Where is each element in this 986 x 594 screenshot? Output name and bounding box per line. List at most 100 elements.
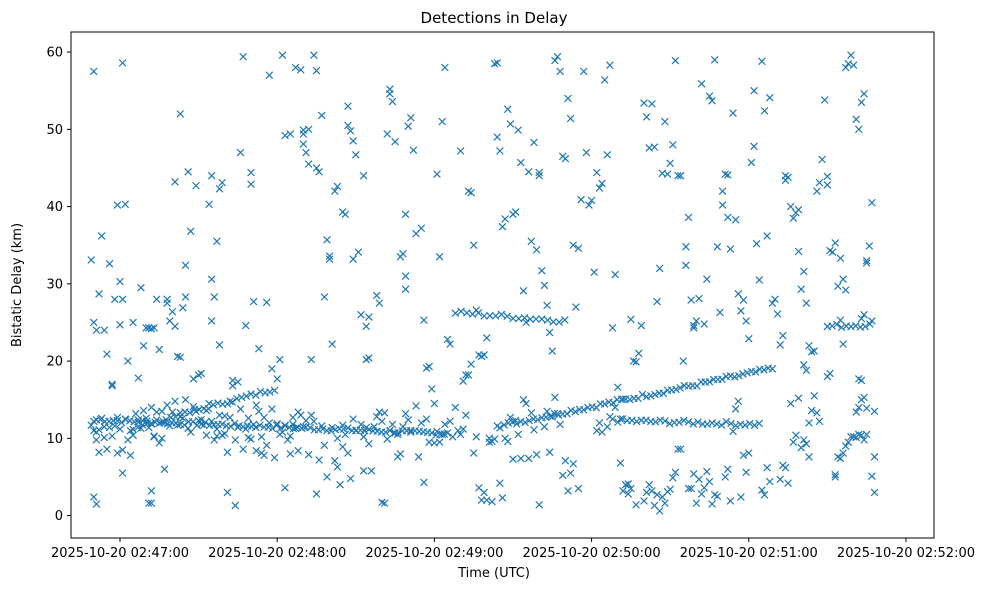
data-point (420, 478, 428, 487)
data-point (862, 259, 871, 267)
data-point (480, 312, 488, 320)
data-point (318, 425, 327, 433)
data-point (854, 403, 863, 412)
data-point (650, 143, 659, 151)
data-point (223, 488, 232, 497)
data-point (176, 353, 185, 362)
data-point (194, 416, 203, 425)
data-point (517, 454, 525, 463)
data-point (291, 424, 300, 433)
data-point (857, 314, 866, 323)
data-point (118, 446, 127, 454)
data-point (467, 360, 475, 369)
data-point (171, 178, 179, 186)
data-point (609, 398, 617, 407)
data-point (344, 121, 352, 130)
data-point (441, 420, 449, 429)
data-point (844, 438, 853, 447)
data-point (134, 374, 143, 382)
data-point (799, 361, 808, 369)
data-point (689, 324, 698, 332)
data-point (157, 418, 166, 427)
data-point (446, 417, 454, 426)
data-point (571, 407, 580, 416)
data-point (110, 295, 119, 304)
data-point (626, 395, 634, 404)
data-point (327, 427, 335, 435)
data-point (619, 487, 627, 495)
data-point (727, 419, 735, 428)
data-point (461, 371, 470, 379)
data-point (613, 418, 622, 427)
data-point (500, 421, 508, 429)
data-point (545, 448, 554, 457)
data-point (394, 428, 403, 437)
data-point (262, 298, 271, 307)
data-point (765, 93, 774, 102)
y-tick-label: 0 (55, 509, 63, 524)
data-point (659, 389, 668, 398)
data-point (668, 140, 677, 149)
data-point (147, 403, 156, 412)
data-point (186, 227, 195, 236)
data-point (100, 433, 109, 442)
data-point (215, 411, 224, 419)
data-point (751, 368, 760, 376)
data-point (755, 276, 764, 284)
data-point (155, 439, 164, 447)
data-point (252, 446, 261, 455)
data-point (124, 436, 132, 444)
data-point (851, 322, 860, 330)
data-point (129, 425, 137, 434)
data-point (87, 256, 95, 264)
data-point (406, 113, 415, 122)
data-point (477, 496, 486, 504)
data-point (251, 423, 260, 432)
data-point (520, 314, 529, 322)
data-point (729, 427, 737, 436)
data-point (815, 417, 824, 426)
data-point (380, 499, 389, 508)
data-point (579, 67, 588, 76)
data-point (304, 160, 313, 168)
data-point (737, 307, 745, 315)
data-point (837, 323, 846, 332)
data-point (632, 417, 641, 426)
data-point (251, 391, 260, 399)
data-point (160, 465, 169, 474)
data-point (784, 479, 792, 487)
data-point (197, 369, 206, 378)
data-point (682, 261, 690, 270)
data-point (533, 415, 542, 424)
data-point (173, 352, 182, 361)
data-point (792, 431, 800, 440)
data-point (755, 419, 764, 428)
data-point (627, 315, 635, 324)
data-point (425, 362, 433, 371)
data-point (365, 313, 373, 321)
data-point (486, 311, 494, 320)
data-point (469, 241, 478, 250)
data-point (737, 493, 745, 501)
x-tick-label: 2025-10-20 02:50:00 (523, 546, 661, 561)
data-point (618, 415, 627, 423)
data-point (794, 247, 803, 256)
data-point (103, 445, 111, 453)
data-point (860, 310, 868, 319)
data-point (549, 317, 558, 326)
data-point (181, 261, 190, 270)
data-point (451, 309, 460, 318)
data-point (150, 432, 158, 441)
data-point (703, 420, 712, 428)
data-point (388, 420, 397, 429)
data-point (519, 395, 528, 404)
data-point (304, 450, 313, 459)
data-point (223, 448, 232, 457)
data-point (100, 326, 109, 335)
data-point (521, 418, 529, 427)
data-point (525, 416, 534, 425)
data-point (496, 479, 504, 487)
data-point (404, 122, 413, 131)
data-point (223, 400, 232, 408)
data-point (839, 340, 847, 348)
